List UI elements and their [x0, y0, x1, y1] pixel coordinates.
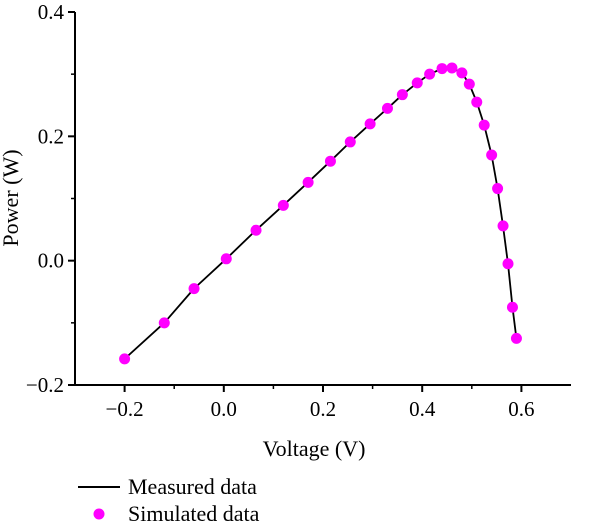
- y-tick-label: 0.2: [38, 124, 64, 148]
- simulated-data-point: [396, 89, 408, 101]
- y-axis-title: Power (W): [0, 149, 23, 246]
- x-axis-ticks: −0.2 0.0 0.2 0.4 0.6: [106, 385, 535, 421]
- simulated-data-point: [188, 283, 200, 295]
- simulated-data-point: [486, 149, 498, 161]
- simulated-data-point: [158, 317, 170, 329]
- series-layer: [119, 62, 522, 365]
- simulated-data-point: [510, 332, 522, 344]
- simulated-data-point: [344, 136, 356, 148]
- simulated-data-point: [463, 78, 475, 90]
- simulated-data-point: [119, 353, 131, 365]
- legend: Measured data Simulated data: [78, 474, 260, 523]
- simulated-data-point: [506, 301, 518, 313]
- simulated-data-point: [492, 183, 504, 195]
- simulated-data-point: [302, 176, 314, 188]
- simulated-data-point: [478, 119, 490, 131]
- simulated-data-point: [424, 68, 436, 80]
- simulated-data-point: [456, 67, 468, 79]
- y-axis-ticks: −0.2 0.0 0.2 0.4: [26, 0, 75, 397]
- x-tick-label: −0.2: [106, 397, 144, 421]
- x-axis-title: Voltage (V): [263, 436, 366, 461]
- x-tick-label: 0.6: [508, 397, 534, 421]
- simulated-data-point: [502, 258, 514, 270]
- x-tick-label: 0.2: [310, 397, 336, 421]
- legend-label-simulated: Simulated data: [128, 501, 260, 523]
- simulated-data-point: [381, 102, 393, 114]
- legend-label-measured: Measured data: [128, 474, 257, 499]
- x-tick-label: 0.4: [409, 397, 436, 421]
- x-tick-label: 0.0: [211, 397, 237, 421]
- measured-data-line: [123, 67, 518, 360]
- simulated-data-point: [436, 63, 448, 75]
- simulated-data-point: [220, 253, 232, 265]
- simulated-data-point: [277, 199, 289, 211]
- simulated-data-point: [446, 62, 458, 74]
- simulated-data-point: [471, 96, 483, 108]
- legend-marker-simulated: [93, 508, 105, 520]
- simulated-data-point: [250, 224, 262, 236]
- y-tick-label: −0.2: [26, 373, 64, 397]
- y-tick-label: 0.4: [38, 0, 65, 24]
- simulated-data-point: [497, 220, 509, 232]
- plot-frame: [74, 12, 571, 386]
- simulated-data-point: [324, 155, 336, 167]
- y-tick-label: 0.0: [38, 249, 64, 273]
- simulated-data-point: [364, 118, 376, 130]
- simulated-data-point: [411, 77, 423, 89]
